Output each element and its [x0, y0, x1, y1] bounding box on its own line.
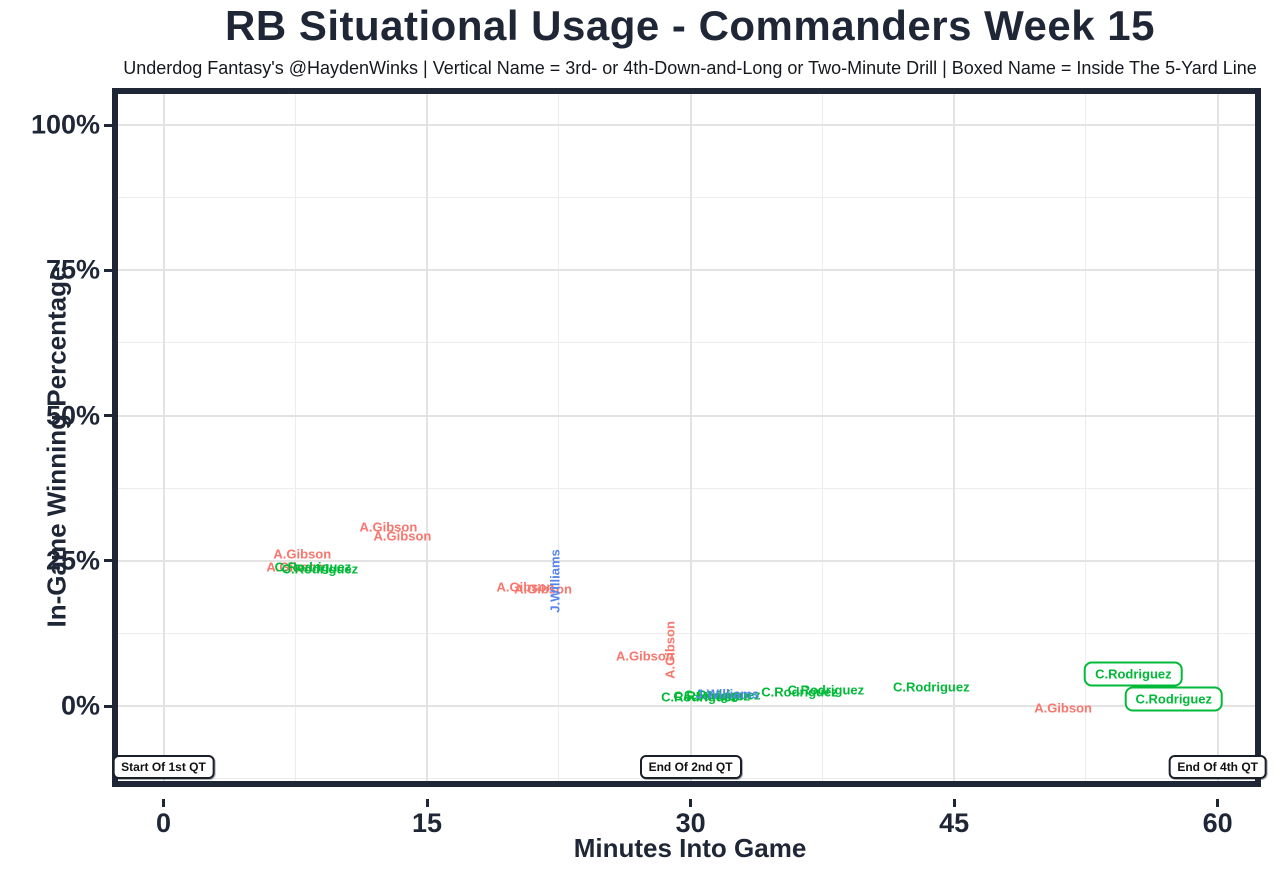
chart-subtitle: Underdog Fantasy's @HaydenWinks | Vertic…: [123, 58, 1257, 78]
x-major-gridline: [162, 94, 165, 781]
x-tick-label: 30: [675, 808, 706, 838]
x-minor-gridline: [821, 94, 823, 781]
player-label: C.Rodriguez: [274, 559, 352, 575]
x-major-gridline: [689, 94, 692, 781]
player-label: A.Gibson: [662, 621, 678, 680]
quarter-annotation: Start Of 1st QT: [112, 755, 215, 779]
player-label-boxed: C.Rodriguez: [1084, 661, 1183, 687]
x-major-gridline: [1216, 94, 1219, 781]
y-major-gridline: [118, 269, 1255, 272]
player-label: A.Gibson: [514, 581, 572, 597]
y-minor-gridline: [118, 197, 1255, 199]
player-label: J.Williams: [547, 548, 563, 613]
y-tick-label: 75%: [45, 254, 100, 285]
player-label: A.Gibson: [616, 648, 674, 664]
player-label: C.Rodriguez: [661, 689, 738, 705]
y-axis-tick: [104, 414, 112, 417]
y-major-gridline: [118, 124, 1255, 126]
player-label: J.Williams: [695, 686, 760, 702]
y-minor-gridline: [118, 487, 1255, 489]
x-tick-label: 45: [939, 808, 970, 838]
player-label: A.Gibson: [496, 579, 555, 595]
plot-panel: A.Gibson C.Rodriguez C.Rodriguez A.Gibson A.…: [112, 88, 1268, 787]
player-label: A.Gibson: [273, 546, 332, 562]
quarter-annotation: End Of 4th QT: [1168, 755, 1268, 779]
player-label: C.Rodriguez: [761, 684, 838, 700]
player-label: C.Rodriguez: [893, 679, 970, 695]
x-axis-tick: [162, 799, 165, 807]
player-label-boxed: C.Rodriguez: [1124, 686, 1224, 712]
y-major-gridline: [118, 559, 1255, 562]
x-minor-gridline: [558, 94, 560, 781]
player-label: A.Gibson: [359, 519, 418, 535]
y-minor-gridline: [118, 342, 1255, 344]
y-axis-tick: [104, 123, 112, 127]
x-minor-gridline: [294, 94, 296, 781]
y-tick-label: 0%: [60, 690, 100, 721]
y-minor-gridline: [118, 632, 1255, 634]
x-tick-label: 0: [155, 808, 172, 838]
x-axis-tick: [425, 799, 429, 807]
x-tick-label: 60: [1202, 808, 1233, 838]
x-major-gridline: [953, 94, 956, 781]
y-axis-tick: [104, 704, 112, 708]
player-label: A.Gibson: [373, 528, 432, 544]
player-label: C.Rodriguez: [673, 688, 750, 704]
x-axis-title: Minutes Into Game: [573, 833, 807, 863]
x-axis-tick: [1216, 799, 1220, 807]
player-label: C.Rodriguez: [683, 687, 761, 703]
y-tick-label: 25%: [45, 545, 100, 576]
y-tick-label: 100%: [30, 109, 100, 140]
x-major-gridline: [426, 94, 429, 781]
player-label: C.Rodriguez: [281, 561, 359, 577]
y-tick-label: 50%: [45, 400, 100, 430]
player-label: C.Rodriguez: [787, 682, 865, 698]
y-axis-tick: [104, 268, 112, 272]
x-minor-gridline: [1085, 94, 1087, 781]
player-label: A.Gibson: [1034, 700, 1092, 716]
y-major-gridline: [118, 705, 1255, 707]
x-axis-tick: [952, 799, 956, 807]
y-axis-title: In-Game Winning Percentage: [41, 266, 72, 628]
player-label: A.Gibson: [266, 559, 325, 575]
chart-title: RB Situational Usage - Commanders Week 1…: [225, 2, 1155, 49]
y-major-gridline: [118, 414, 1255, 417]
quarter-annotation: End Of 2nd QT: [639, 755, 742, 779]
x-tick-label: 15: [412, 808, 443, 838]
y-axis-tick: [104, 559, 112, 563]
x-axis-tick: [689, 799, 693, 807]
